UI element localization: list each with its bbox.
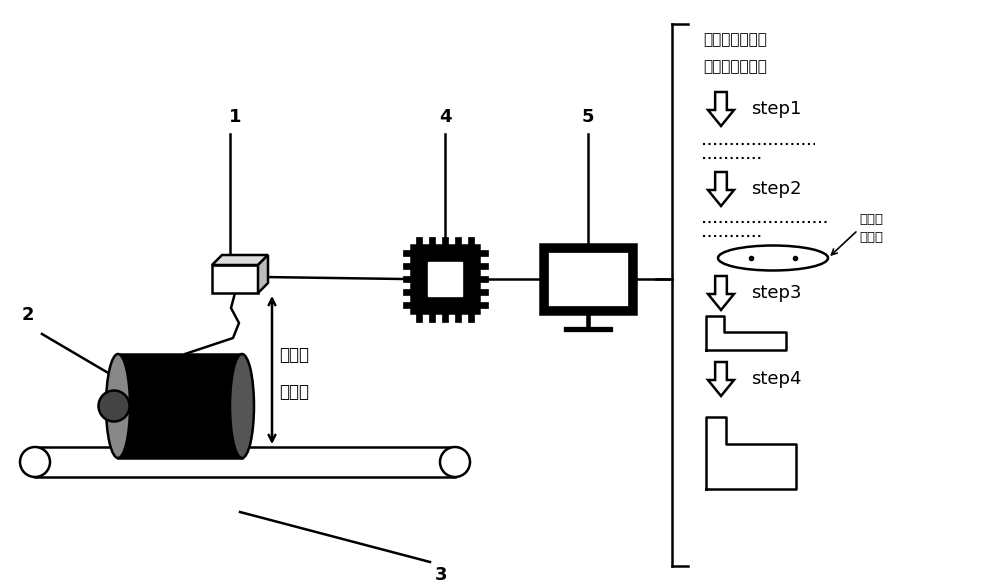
Polygon shape bbox=[708, 362, 734, 396]
Text: 2: 2 bbox=[22, 306, 34, 324]
Bar bbox=[429, 237, 435, 245]
Ellipse shape bbox=[230, 354, 254, 458]
Text: 距离值: 距离值 bbox=[279, 346, 309, 364]
Text: 旋转轴: 旋转轴 bbox=[859, 213, 883, 226]
Polygon shape bbox=[708, 172, 734, 206]
Bar bbox=[442, 237, 448, 245]
Polygon shape bbox=[258, 255, 268, 293]
Bar bbox=[548, 252, 628, 306]
Bar bbox=[403, 289, 411, 295]
Text: step1: step1 bbox=[751, 100, 801, 118]
Ellipse shape bbox=[718, 245, 828, 270]
Bar bbox=[403, 276, 411, 282]
Bar bbox=[411, 245, 479, 313]
Bar bbox=[479, 263, 488, 269]
Bar bbox=[479, 250, 488, 256]
Bar bbox=[455, 313, 461, 322]
Circle shape bbox=[20, 447, 50, 477]
Circle shape bbox=[440, 447, 470, 477]
Bar bbox=[479, 289, 488, 295]
Bar bbox=[442, 313, 448, 322]
Bar bbox=[468, 313, 474, 322]
Bar bbox=[118, 354, 242, 458]
Text: 基准面: 基准面 bbox=[279, 383, 309, 401]
Bar bbox=[403, 263, 411, 269]
Bar bbox=[429, 313, 435, 322]
Polygon shape bbox=[212, 255, 268, 265]
Bar bbox=[403, 302, 411, 308]
Text: step4: step4 bbox=[751, 370, 802, 388]
Polygon shape bbox=[708, 276, 734, 310]
Bar bbox=[455, 237, 461, 245]
Text: 4: 4 bbox=[439, 108, 451, 126]
Ellipse shape bbox=[106, 354, 130, 458]
Bar bbox=[403, 250, 411, 256]
Circle shape bbox=[99, 391, 130, 422]
Bar bbox=[479, 276, 488, 282]
Bar bbox=[416, 313, 422, 322]
Bar bbox=[212, 265, 258, 293]
Text: 起止点: 起止点 bbox=[859, 231, 883, 244]
Text: 1: 1 bbox=[229, 108, 241, 126]
Text: 3: 3 bbox=[435, 566, 447, 584]
Bar bbox=[479, 302, 488, 308]
Polygon shape bbox=[708, 92, 734, 126]
Bar bbox=[416, 237, 422, 245]
Text: 5: 5 bbox=[582, 108, 594, 126]
Bar bbox=[468, 237, 474, 245]
Text: 基准面距离数据: 基准面距离数据 bbox=[703, 59, 767, 74]
Text: step3: step3 bbox=[751, 284, 802, 302]
Bar bbox=[428, 262, 462, 296]
Text: step2: step2 bbox=[751, 180, 802, 198]
Text: 连续的被测点距: 连续的被测点距 bbox=[703, 32, 767, 47]
Bar bbox=[540, 244, 636, 314]
